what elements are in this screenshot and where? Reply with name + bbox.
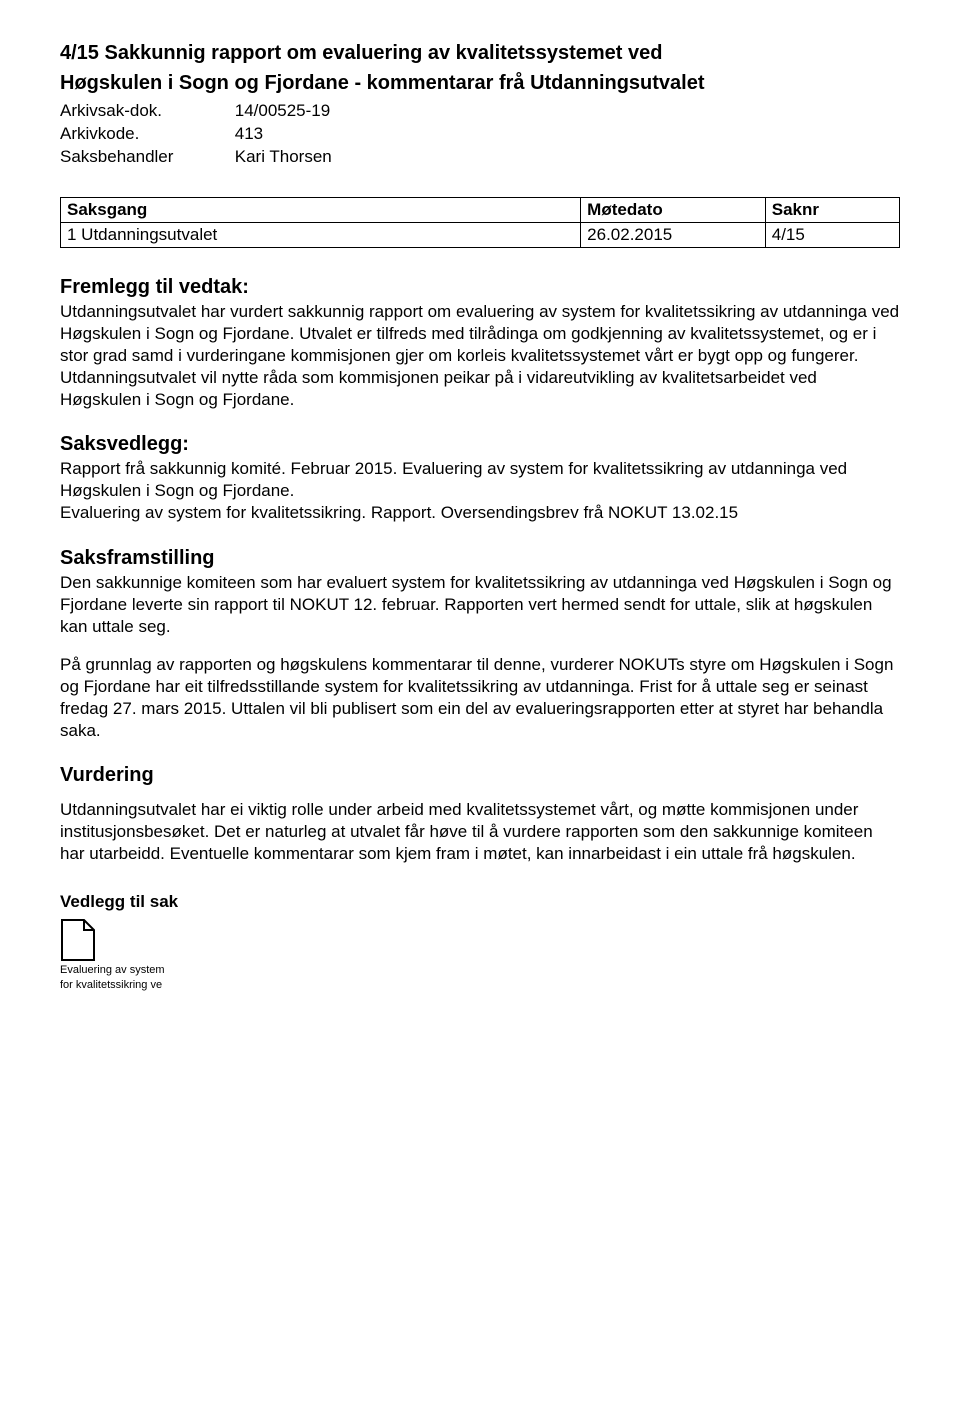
saksframstilling-p1: Den sakkunnige komiteen som har evaluert… bbox=[60, 572, 900, 638]
fremlegg-heading: Fremlegg til vedtak: bbox=[60, 276, 900, 299]
td-motedato: 26.02.2015 bbox=[581, 222, 766, 247]
attachment-area: Vedlegg til sak Evaluering av system for… bbox=[60, 892, 900, 992]
saksframstilling-heading: Saksframstilling bbox=[60, 547, 900, 570]
th-motedato: Møtedato bbox=[581, 197, 766, 222]
document-icon bbox=[60, 918, 96, 962]
attachment-caption-line1: Evaluering av system bbox=[60, 964, 900, 977]
saksframstilling-p2: På grunnlag av rapporten og høgskulens k… bbox=[60, 654, 900, 742]
table-header-row: Saksgang Møtedato Saknr bbox=[61, 197, 900, 222]
saksvedlegg-body: Rapport frå sakkunnig komité. Februar 20… bbox=[60, 458, 900, 524]
arkivsak-label: Arkivsak-dok. bbox=[60, 100, 230, 123]
td-saknr: 4/15 bbox=[765, 222, 899, 247]
th-saksgang: Saksgang bbox=[61, 197, 581, 222]
meta-arkivkode: Arkivkode. 413 bbox=[60, 123, 900, 146]
saksbehandler-label: Saksbehandler bbox=[60, 146, 230, 169]
meta-arkivsak: Arkivsak-dok. 14/00525-19 bbox=[60, 100, 900, 123]
arkivsak-value: 14/00525-19 bbox=[235, 101, 330, 120]
case-title-line1: 4/15 Sakkunnig rapport om evaluering av … bbox=[60, 40, 900, 66]
td-saksgang: 1 Utdanningsutvalet bbox=[61, 222, 581, 247]
meta-saksbehandler: Saksbehandler Kari Thorsen bbox=[60, 146, 900, 169]
arkivkode-label: Arkivkode. bbox=[60, 123, 230, 146]
attachment-caption-line2: for kvalitetssikring ve bbox=[60, 979, 900, 992]
vurdering-body: Utdanningsutvalet har ei viktig rolle un… bbox=[60, 799, 900, 865]
vurdering-heading: Vurdering bbox=[60, 764, 900, 787]
arkivkode-value: 413 bbox=[235, 124, 263, 143]
th-saknr: Saknr bbox=[765, 197, 899, 222]
case-title-line2: Høgskulen i Sogn og Fjordane - kommentar… bbox=[60, 70, 900, 96]
attachment-label: Vedlegg til sak bbox=[60, 892, 900, 912]
table-row: 1 Utdanningsutvalet 26.02.2015 4/15 bbox=[61, 222, 900, 247]
saksbehandler-value: Kari Thorsen bbox=[235, 147, 332, 166]
fremlegg-body: Utdanningsutvalet har vurdert sakkunnig … bbox=[60, 301, 900, 411]
attachment-file[interactable]: Evaluering av system for kvalitetssikrin… bbox=[60, 918, 900, 992]
saksvedlegg-heading: Saksvedlegg: bbox=[60, 433, 900, 456]
saksgang-table: Saksgang Møtedato Saknr 1 Utdanningsutva… bbox=[60, 197, 900, 248]
